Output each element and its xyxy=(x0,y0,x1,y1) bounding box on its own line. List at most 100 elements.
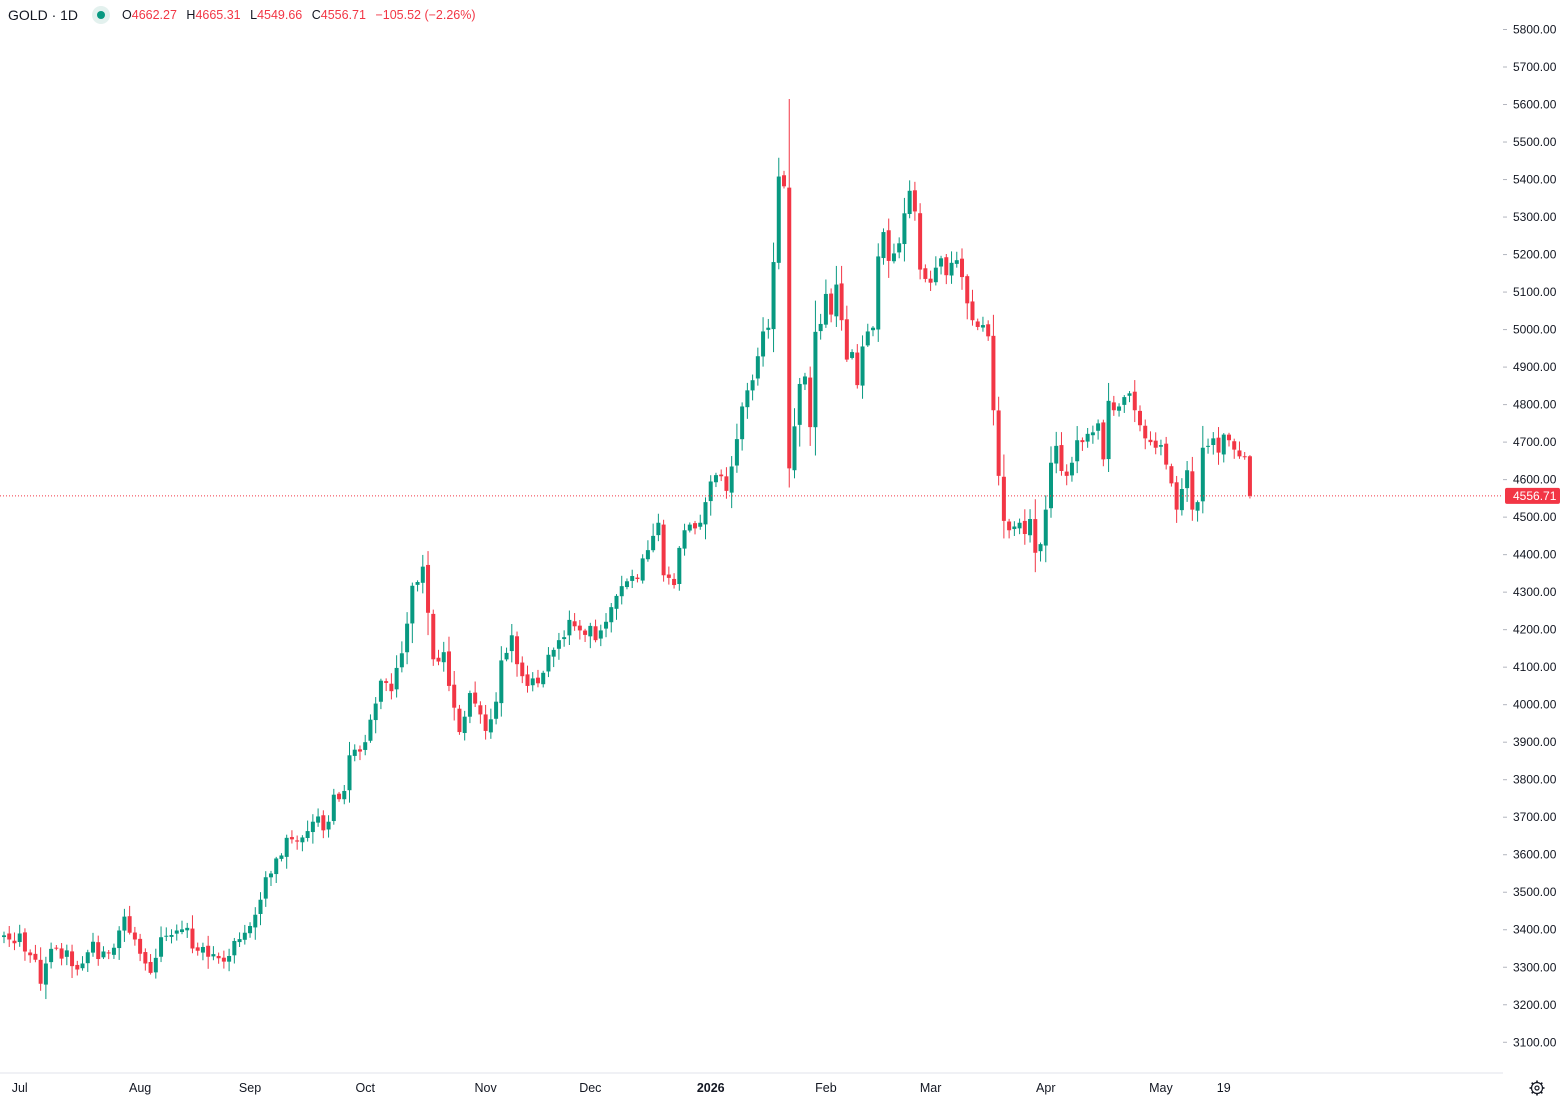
candle xyxy=(289,830,294,844)
candle xyxy=(672,573,677,589)
price-tick-label: 3400.00 xyxy=(1513,923,1557,937)
price-tick-label: 5300.00 xyxy=(1513,210,1557,224)
candle xyxy=(504,647,509,662)
candle xyxy=(206,935,211,969)
candle xyxy=(609,603,614,633)
candle xyxy=(614,594,619,620)
time-axis[interactable]: Jul Aug Sep Oct Nov Dec 2026 Feb Mar Apr May 19 xyxy=(0,1072,1545,1096)
candle xyxy=(776,157,781,270)
candle xyxy=(661,519,666,582)
price-tick-label: 3600.00 xyxy=(1513,848,1557,862)
candle xyxy=(567,610,572,645)
candle xyxy=(535,669,540,688)
candle xyxy=(101,946,106,960)
status-dot-icon[interactable] xyxy=(92,6,111,24)
candle xyxy=(907,180,912,219)
candle xyxy=(1028,509,1033,543)
candle xyxy=(1117,403,1122,417)
candle xyxy=(881,228,886,265)
candle xyxy=(347,741,352,803)
candle xyxy=(227,948,232,972)
candle xyxy=(488,708,493,739)
symbol-title[interactable]: GOLD · 1D xyxy=(8,7,79,23)
candle xyxy=(221,950,226,969)
candle xyxy=(17,924,22,947)
price-tick-label: 4500.00 xyxy=(1513,510,1557,524)
candle xyxy=(975,318,980,331)
time-tick-label: Jul xyxy=(12,1081,28,1095)
candle xyxy=(357,745,362,761)
high-value: 4665.31 xyxy=(195,8,241,22)
candle xyxy=(525,665,530,693)
candle xyxy=(363,734,368,756)
candle xyxy=(604,613,609,638)
time-tick-label: Mar xyxy=(920,1081,942,1095)
price-tick-label: 4300.00 xyxy=(1513,585,1557,599)
candle xyxy=(1096,419,1101,440)
candle xyxy=(960,248,965,290)
candle xyxy=(1221,433,1226,463)
candle xyxy=(405,612,410,665)
candle xyxy=(431,609,436,666)
candle xyxy=(148,954,153,975)
candle xyxy=(588,622,593,649)
candle xyxy=(127,905,132,935)
price-tick-label: 4900.00 xyxy=(1513,360,1557,374)
candle xyxy=(1190,456,1195,521)
candle xyxy=(1090,425,1095,444)
candle xyxy=(1017,518,1022,535)
candle xyxy=(577,619,582,640)
candle xyxy=(745,382,750,419)
candle xyxy=(1200,425,1205,514)
candle xyxy=(174,924,179,941)
candle xyxy=(253,907,258,940)
price-tick-label: 5500.00 xyxy=(1513,135,1557,149)
candle xyxy=(844,305,849,362)
candle xyxy=(541,670,546,688)
candle xyxy=(331,788,336,825)
candle xyxy=(274,856,279,883)
candle xyxy=(771,242,776,353)
candle xyxy=(441,641,446,672)
candle xyxy=(394,655,399,698)
candle xyxy=(755,347,760,386)
candle xyxy=(923,264,928,283)
candle xyxy=(258,892,263,926)
candle xyxy=(1122,395,1127,413)
candle xyxy=(902,197,907,262)
candle xyxy=(22,928,27,961)
candle xyxy=(232,937,237,964)
low-label: L xyxy=(250,8,258,22)
candle xyxy=(509,624,514,663)
candle xyxy=(33,944,38,963)
candle xyxy=(876,243,881,342)
time-tick-label: Dec xyxy=(579,1081,601,1095)
candle xyxy=(897,237,902,259)
candle xyxy=(1049,446,1053,518)
candle xyxy=(7,925,12,947)
candle xyxy=(572,613,577,631)
price-tick-label: 5600.00 xyxy=(1513,98,1557,112)
candle xyxy=(954,251,959,268)
candle xyxy=(117,926,122,960)
candle xyxy=(420,554,425,594)
candle xyxy=(452,671,457,721)
candle xyxy=(263,871,268,907)
candle xyxy=(829,288,834,323)
candle xyxy=(1179,478,1184,516)
candle xyxy=(54,944,59,951)
time-tick-label: Feb xyxy=(815,1081,837,1095)
gear-icon[interactable] xyxy=(1529,1080,1545,1096)
candle xyxy=(1153,432,1158,455)
candle xyxy=(666,566,671,585)
candle xyxy=(687,522,692,533)
candle xyxy=(818,313,823,340)
candle xyxy=(90,932,95,957)
candle xyxy=(185,922,190,938)
price-tick-label: 4600.00 xyxy=(1513,473,1557,487)
change-value: −105.52 (−2.26%) xyxy=(375,8,476,22)
high-label: H xyxy=(186,8,196,22)
candle xyxy=(295,835,300,850)
price-axis[interactable]: 3100.00 3200.00 3300.00 3400.00 3500.00 3600.… xyxy=(1503,23,1560,1050)
